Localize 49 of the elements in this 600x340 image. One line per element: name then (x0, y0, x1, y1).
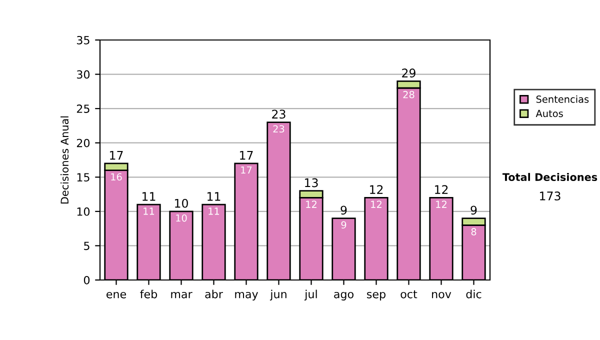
y-tick-label: 25 (76, 104, 90, 113)
data-label: 17 (241, 166, 252, 174)
y-tick-label: 35 (76, 36, 90, 44)
data-label: 28 (403, 90, 414, 98)
total-label: 9 (340, 206, 347, 215)
text: 173 (540, 191, 560, 200)
total-label: 12 (370, 185, 383, 194)
x-tick-label: dic (466, 290, 482, 298)
data-label: 12 (371, 200, 382, 208)
total-label: 13 (305, 178, 318, 188)
total-label: 10 (175, 198, 188, 208)
y-tick-label: 5 (84, 242, 90, 250)
x-tick-label: ene (106, 292, 126, 298)
x-tick-label: ago (334, 292, 354, 300)
data-label: 11 (208, 208, 220, 215)
legend-label: Sentencias (536, 95, 589, 103)
data-label: 9 (341, 221, 346, 229)
data-label: 23 (273, 125, 284, 133)
data-label: 12 (306, 200, 316, 208)
total-label: 23 (272, 110, 286, 119)
total-label: 9 (470, 206, 477, 215)
total-label: 12 (435, 185, 448, 194)
y-axis-title: Decisiones Anual (60, 116, 69, 204)
y-tick-label: 0 (84, 276, 90, 284)
y-tick-label: 30 (76, 70, 90, 79)
text: Total Decisiones (502, 172, 598, 182)
x-tick-label: may (235, 292, 258, 300)
y-tick-label: 10 (77, 207, 90, 216)
legend-label: Autos (536, 110, 563, 118)
data-label: 8 (471, 228, 476, 236)
y-tick-label: 20 (76, 138, 90, 148)
total-label: 17 (110, 150, 123, 160)
x-tick-label: oct (400, 290, 418, 298)
total-label: 11 (142, 192, 156, 201)
total-label: 11 (208, 192, 220, 201)
y-tick-label: 15 (77, 173, 90, 182)
data-label: 16 (111, 173, 122, 181)
data-label: 10 (176, 214, 187, 222)
data-label: 12 (436, 200, 446, 208)
total-label: 17 (240, 150, 253, 160)
x-tick-label: feb (140, 290, 158, 298)
x-tick-label: nov (432, 292, 452, 298)
total-label: 29 (402, 68, 416, 78)
x-tick-label: jul (304, 290, 317, 300)
x-tick-label: abr (205, 290, 223, 298)
data-label: 11 (144, 208, 154, 215)
x-tick-label: sep (367, 292, 386, 300)
x-tick-label: jun (270, 290, 286, 300)
x-tick-label: mar (171, 292, 192, 298)
